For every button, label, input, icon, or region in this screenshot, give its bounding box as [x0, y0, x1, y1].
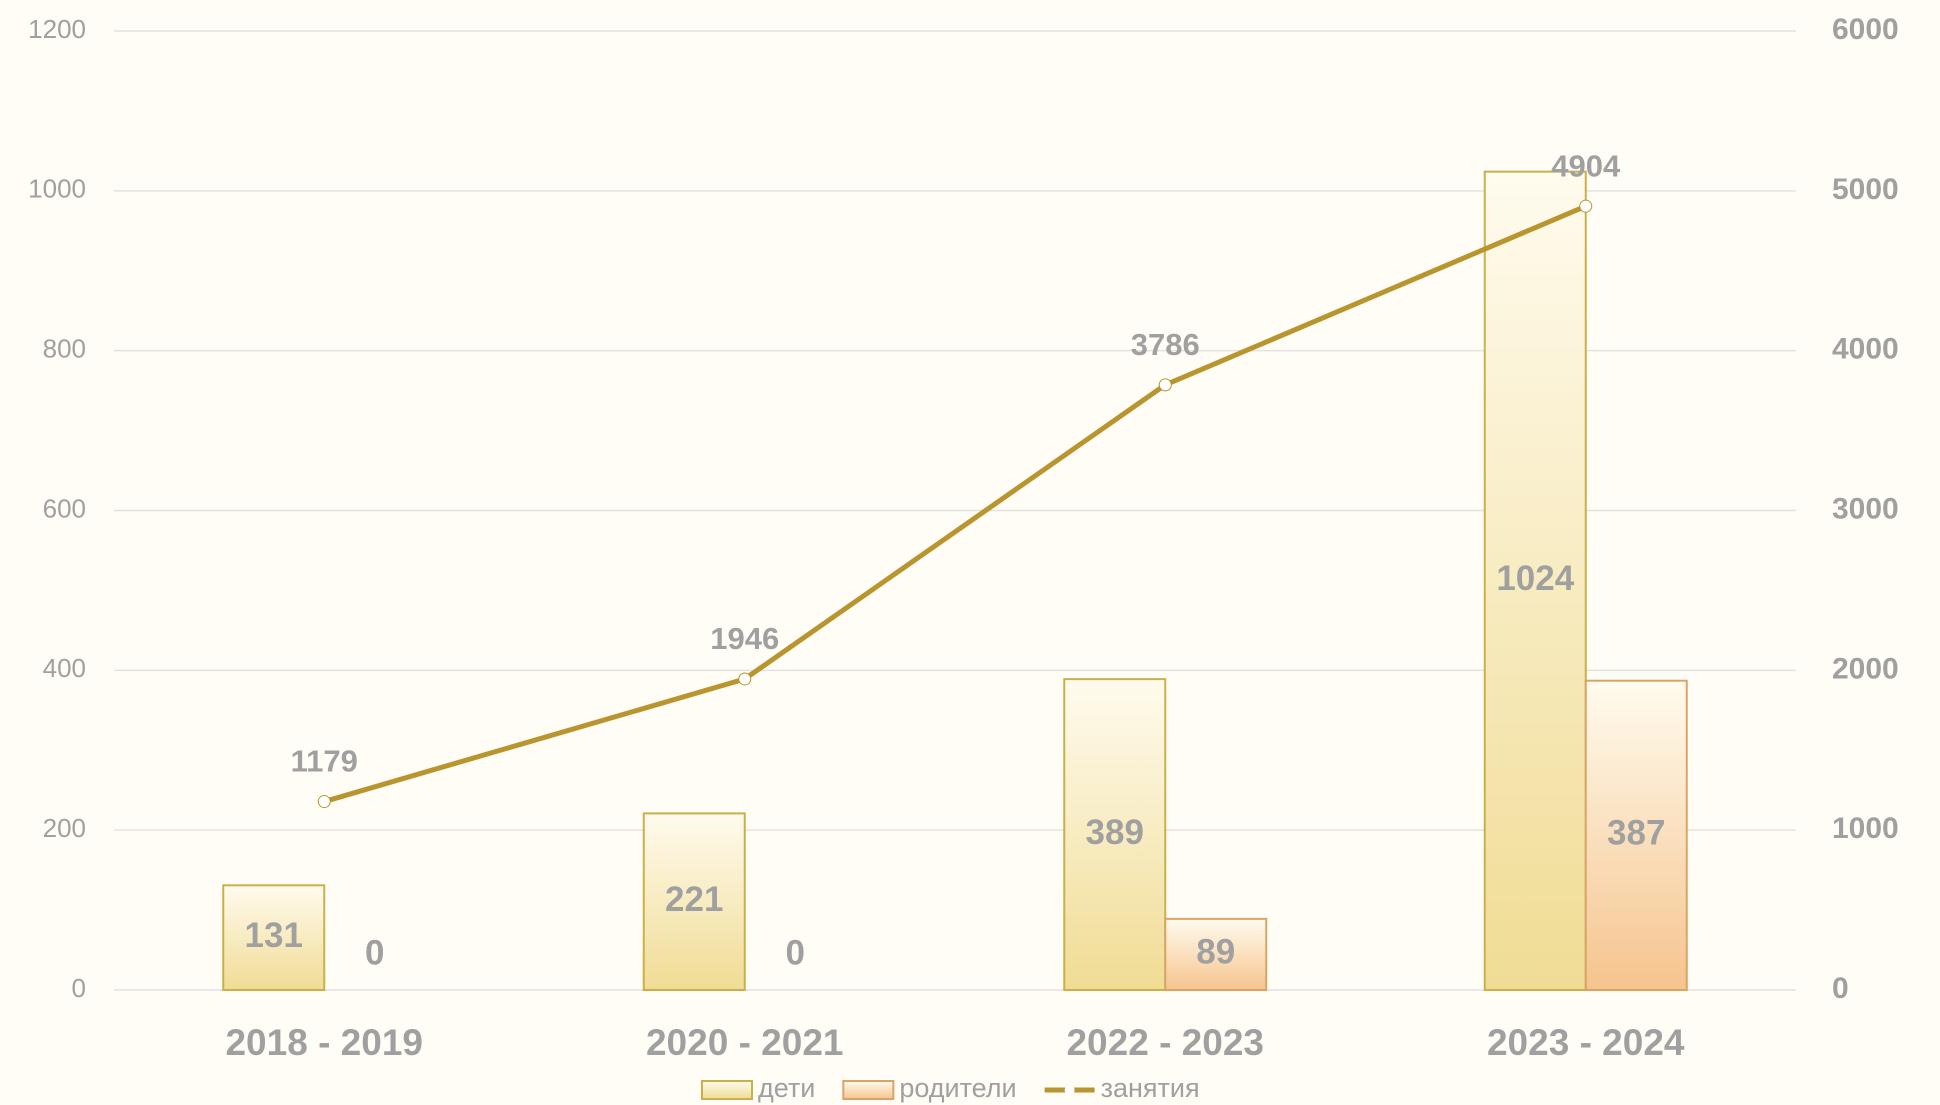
y2-tick-label: 5000: [1832, 173, 1899, 206]
legend-swatch: [843, 1081, 893, 1099]
data-label: 221: [665, 880, 723, 919]
data-label: 0: [365, 933, 384, 972]
data-label: 0: [786, 933, 805, 972]
legend-item: родители: [843, 1073, 1016, 1103]
legend-label: дети: [758, 1073, 815, 1103]
x-tick-label: 2018 - 2019: [225, 1022, 423, 1063]
data-label: 387: [1607, 814, 1665, 853]
x-tick-label: 2023 - 2024: [1487, 1022, 1685, 1063]
y-tick-label: 0: [72, 973, 86, 1003]
y-tick-label: 200: [43, 813, 86, 843]
legend-label: занятия: [1101, 1073, 1200, 1103]
point: [1580, 200, 1592, 212]
y2-tick-label: 3000: [1832, 492, 1899, 525]
data-label: 1946: [710, 621, 779, 656]
y-tick-label: 800: [43, 334, 86, 364]
y-tick-label: 1000: [28, 174, 86, 204]
legend-item: дети: [702, 1073, 815, 1103]
y2-tick-label: 6000: [1832, 13, 1899, 46]
data-label: 89: [1196, 933, 1235, 972]
x-tick-label: 2022 - 2023: [1066, 1022, 1264, 1063]
y-tick-label: 600: [43, 493, 86, 523]
legend-swatch: [702, 1081, 752, 1099]
y2-tick-label: 4000: [1832, 333, 1899, 366]
data-label: 131: [245, 916, 303, 955]
y2-tick-label: 1000: [1832, 812, 1899, 845]
data-label: 4904: [1551, 148, 1621, 183]
chart: 0 200 400 600 800 1000 1200 0 1000 2000 3000 4000 50…: [0, 0, 1940, 1105]
y-tick-label: 400: [43, 653, 86, 683]
page: 0 200 400 600 800 1000 1200 0 1000 2000 3000 4000 50…: [0, 0, 1940, 1105]
point: [318, 796, 330, 808]
x-tick-label: 2020 - 2021: [646, 1022, 844, 1063]
y2-tick-label: 2000: [1832, 652, 1899, 685]
data-label: 1179: [291, 744, 358, 779]
data-label: 3786: [1131, 327, 1200, 362]
legend-marker: [1065, 1085, 1075, 1095]
legend-item: занятия: [1045, 1073, 1200, 1103]
data-label: 1024: [1496, 559, 1574, 598]
data-label: 389: [1086, 813, 1144, 852]
y2-tick-label: 0: [1832, 972, 1849, 1005]
point: [1159, 379, 1171, 391]
line: [324, 206, 1586, 801]
point: [739, 673, 751, 685]
legend-label: родители: [899, 1073, 1016, 1103]
y-tick-label: 1200: [28, 14, 86, 44]
